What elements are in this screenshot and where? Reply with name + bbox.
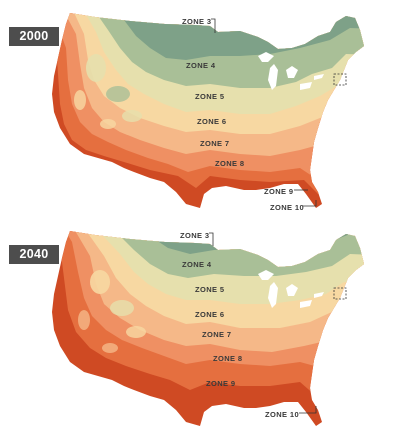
zone-labels: ZONE 3 ZONE 4 ZONE 5 ZONE 6 ZONE 7 ZONE … bbox=[180, 231, 317, 419]
zone-label-7: ZONE 7 bbox=[202, 330, 232, 339]
zone-label-8: ZONE 8 bbox=[215, 159, 245, 168]
year-badge-2040: 2040 bbox=[9, 245, 59, 264]
great-lakes bbox=[258, 270, 324, 308]
us-map-2040: ZONE 3 ZONE 4 ZONE 5 ZONE 6 ZONE 7 ZONE … bbox=[52, 231, 364, 426]
mountain-patch bbox=[78, 310, 90, 330]
zone-label-7: ZONE 7 bbox=[200, 139, 230, 148]
map-2040: ZONE 3 ZONE 4 ZONE 5 ZONE 6 ZONE 7 ZONE … bbox=[0, 222, 400, 432]
inset-box bbox=[333, 73, 347, 86]
leader-line bbox=[299, 406, 317, 414]
zone-label-4: ZONE 4 bbox=[182, 260, 212, 269]
mountain-patch bbox=[122, 110, 142, 122]
zone-label-4: ZONE 4 bbox=[186, 61, 216, 70]
zone-label-3: ZONE 3 bbox=[180, 231, 210, 240]
leader-line bbox=[209, 232, 214, 246]
zone-label-5: ZONE 5 bbox=[195, 92, 225, 101]
mountain-patch bbox=[100, 119, 116, 129]
zone-label-10: ZONE 10 bbox=[270, 203, 304, 212]
zone-label-10: ZONE 10 bbox=[265, 410, 299, 419]
zone-label-6: ZONE 6 bbox=[197, 117, 227, 126]
year-badge-2000: 2000 bbox=[9, 27, 59, 46]
mountain-patch bbox=[90, 270, 110, 294]
mountain-patch bbox=[126, 326, 146, 338]
us-map-2000: ZONE 3 ZONE 4 ZONE 5 ZONE 6 ZONE 7 ZONE … bbox=[52, 13, 364, 212]
zone-label-8: ZONE 8 bbox=[213, 354, 243, 363]
leader-line bbox=[211, 18, 216, 33]
zone-label-9: ZONE 9 bbox=[206, 379, 236, 388]
zone-label-5: ZONE 5 bbox=[195, 285, 225, 294]
inset-box bbox=[333, 287, 347, 300]
mountain-patch bbox=[110, 300, 134, 316]
zone-label-6: ZONE 6 bbox=[195, 310, 225, 319]
map-2000: ZONE 3 ZONE 4 ZONE 5 ZONE 6 ZONE 7 ZONE … bbox=[0, 4, 400, 214]
mountain-patch bbox=[74, 90, 86, 110]
mountain-patch bbox=[102, 343, 118, 353]
leader-line bbox=[303, 200, 317, 207]
zone-labels: ZONE 3 ZONE 4 ZONE 5 ZONE 6 ZONE 7 ZONE … bbox=[182, 17, 317, 212]
mountain-patch bbox=[106, 86, 130, 102]
mountain-patch bbox=[86, 54, 106, 82]
great-lakes bbox=[258, 52, 324, 90]
zone-label-3: ZONE 3 bbox=[182, 17, 212, 26]
zone-label-9: ZONE 9 bbox=[264, 187, 294, 196]
